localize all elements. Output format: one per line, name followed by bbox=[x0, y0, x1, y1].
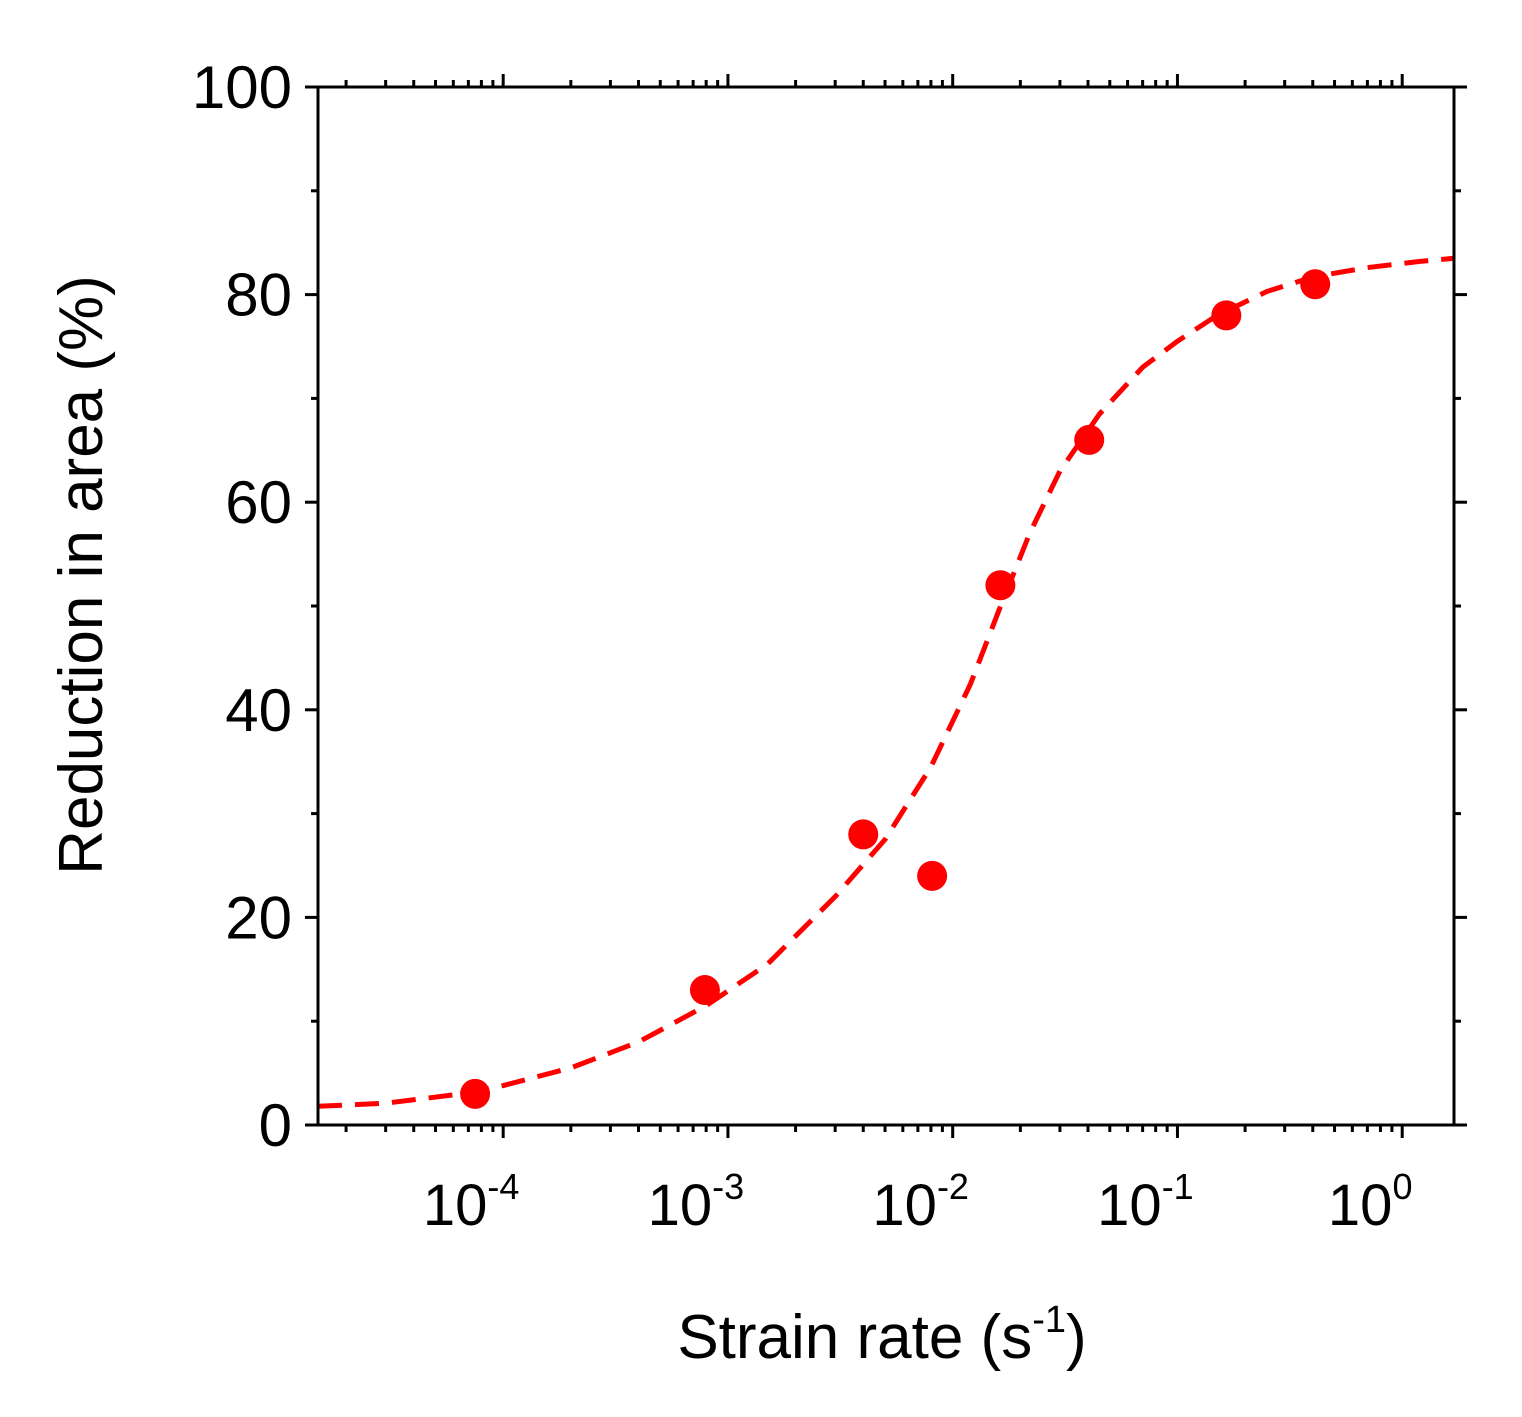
y-tick-label: 100 bbox=[192, 54, 292, 121]
data-point bbox=[1300, 269, 1331, 300]
data-point bbox=[689, 975, 720, 1006]
y-tick-label: 0 bbox=[259, 1092, 292, 1159]
x-axis-label-superscript: -1 bbox=[1032, 1299, 1066, 1341]
plot-frame bbox=[316, 85, 1456, 1127]
x-tick-labels: 10-4 10-3 10-2 10-1 100 bbox=[423, 1166, 1413, 1238]
x-tick-label: 10-3 bbox=[648, 1166, 745, 1238]
x-tick-label-exponent: -4 bbox=[487, 1166, 519, 1207]
fit-curve-layer bbox=[317, 255, 1455, 1109]
x-tick-label: 100 bbox=[1328, 1166, 1413, 1238]
data-point bbox=[917, 860, 948, 891]
x-tick-label-base: 10 bbox=[1097, 1173, 1162, 1238]
data-points-layer bbox=[460, 269, 1331, 1109]
minor-ticks bbox=[311, 80, 1461, 1132]
data-point bbox=[1074, 424, 1105, 455]
x-tick-label-exponent: -1 bbox=[1162, 1166, 1194, 1207]
data-point bbox=[1211, 300, 1242, 331]
x-tick-label: 10-4 bbox=[423, 1166, 520, 1238]
data-point bbox=[460, 1078, 491, 1109]
x-tick-label-exponent: -3 bbox=[712, 1166, 744, 1207]
x-axis-label-suffix: ) bbox=[1066, 1303, 1087, 1372]
y-tick-labels: 0 20 40 60 80 100 bbox=[192, 54, 292, 1159]
x-tick-label-exponent: 0 bbox=[1392, 1166, 1412, 1207]
y-tick-label: 40 bbox=[225, 677, 292, 744]
y-tick-label: 80 bbox=[225, 262, 292, 329]
y-tick-label: 20 bbox=[225, 884, 292, 951]
y-axis-label: Reduction in area (%) bbox=[47, 275, 116, 875]
x-tick-label-base: 10 bbox=[423, 1173, 488, 1238]
y-tick-label: 60 bbox=[225, 469, 292, 536]
x-tick-label: 10-2 bbox=[872, 1166, 969, 1238]
x-axis-label: Strain rate (s-1) bbox=[677, 1299, 1086, 1372]
data-point bbox=[848, 819, 879, 850]
x-axis-label-main: Strain rate (s bbox=[677, 1303, 1032, 1372]
data-point bbox=[985, 570, 1016, 601]
fit-curve bbox=[317, 255, 1455, 1109]
x-tick-label-base: 10 bbox=[648, 1173, 713, 1238]
x-tick-label-exponent: -2 bbox=[937, 1166, 969, 1207]
x-tick-label-base: 10 bbox=[872, 1173, 937, 1238]
major-ticks bbox=[305, 74, 1467, 1138]
x-tick-label: 10-1 bbox=[1097, 1166, 1194, 1238]
x-tick-label-base: 10 bbox=[1328, 1173, 1393, 1238]
